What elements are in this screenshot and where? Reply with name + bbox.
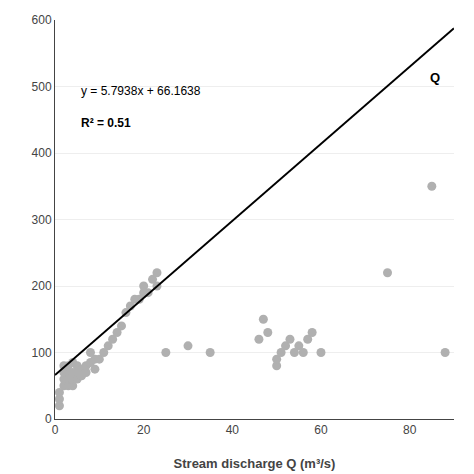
svg-text:60: 60	[314, 423, 328, 437]
svg-text:20: 20	[137, 423, 151, 437]
svg-text:300: 300	[32, 213, 52, 227]
svg-text:40: 40	[226, 423, 240, 437]
svg-text:Stream discharge Q (m³/s): Stream discharge Q (m³/s)	[174, 456, 336, 471]
svg-text:80: 80	[403, 423, 417, 437]
svg-text:500: 500	[32, 80, 52, 94]
svg-text:600: 600	[32, 13, 52, 27]
svg-text:y = 5.7938x + 66.1638: y = 5.7938x + 66.1638	[81, 84, 201, 98]
svg-text:200: 200	[32, 279, 52, 293]
svg-text:Q: Q	[430, 70, 440, 85]
svg-text:0: 0	[52, 423, 59, 437]
svg-text:R² = 0.51: R² = 0.51	[81, 116, 131, 130]
svg-text:400: 400	[32, 146, 52, 160]
svg-text:0: 0	[45, 412, 52, 426]
svg-text:100: 100	[32, 346, 52, 360]
